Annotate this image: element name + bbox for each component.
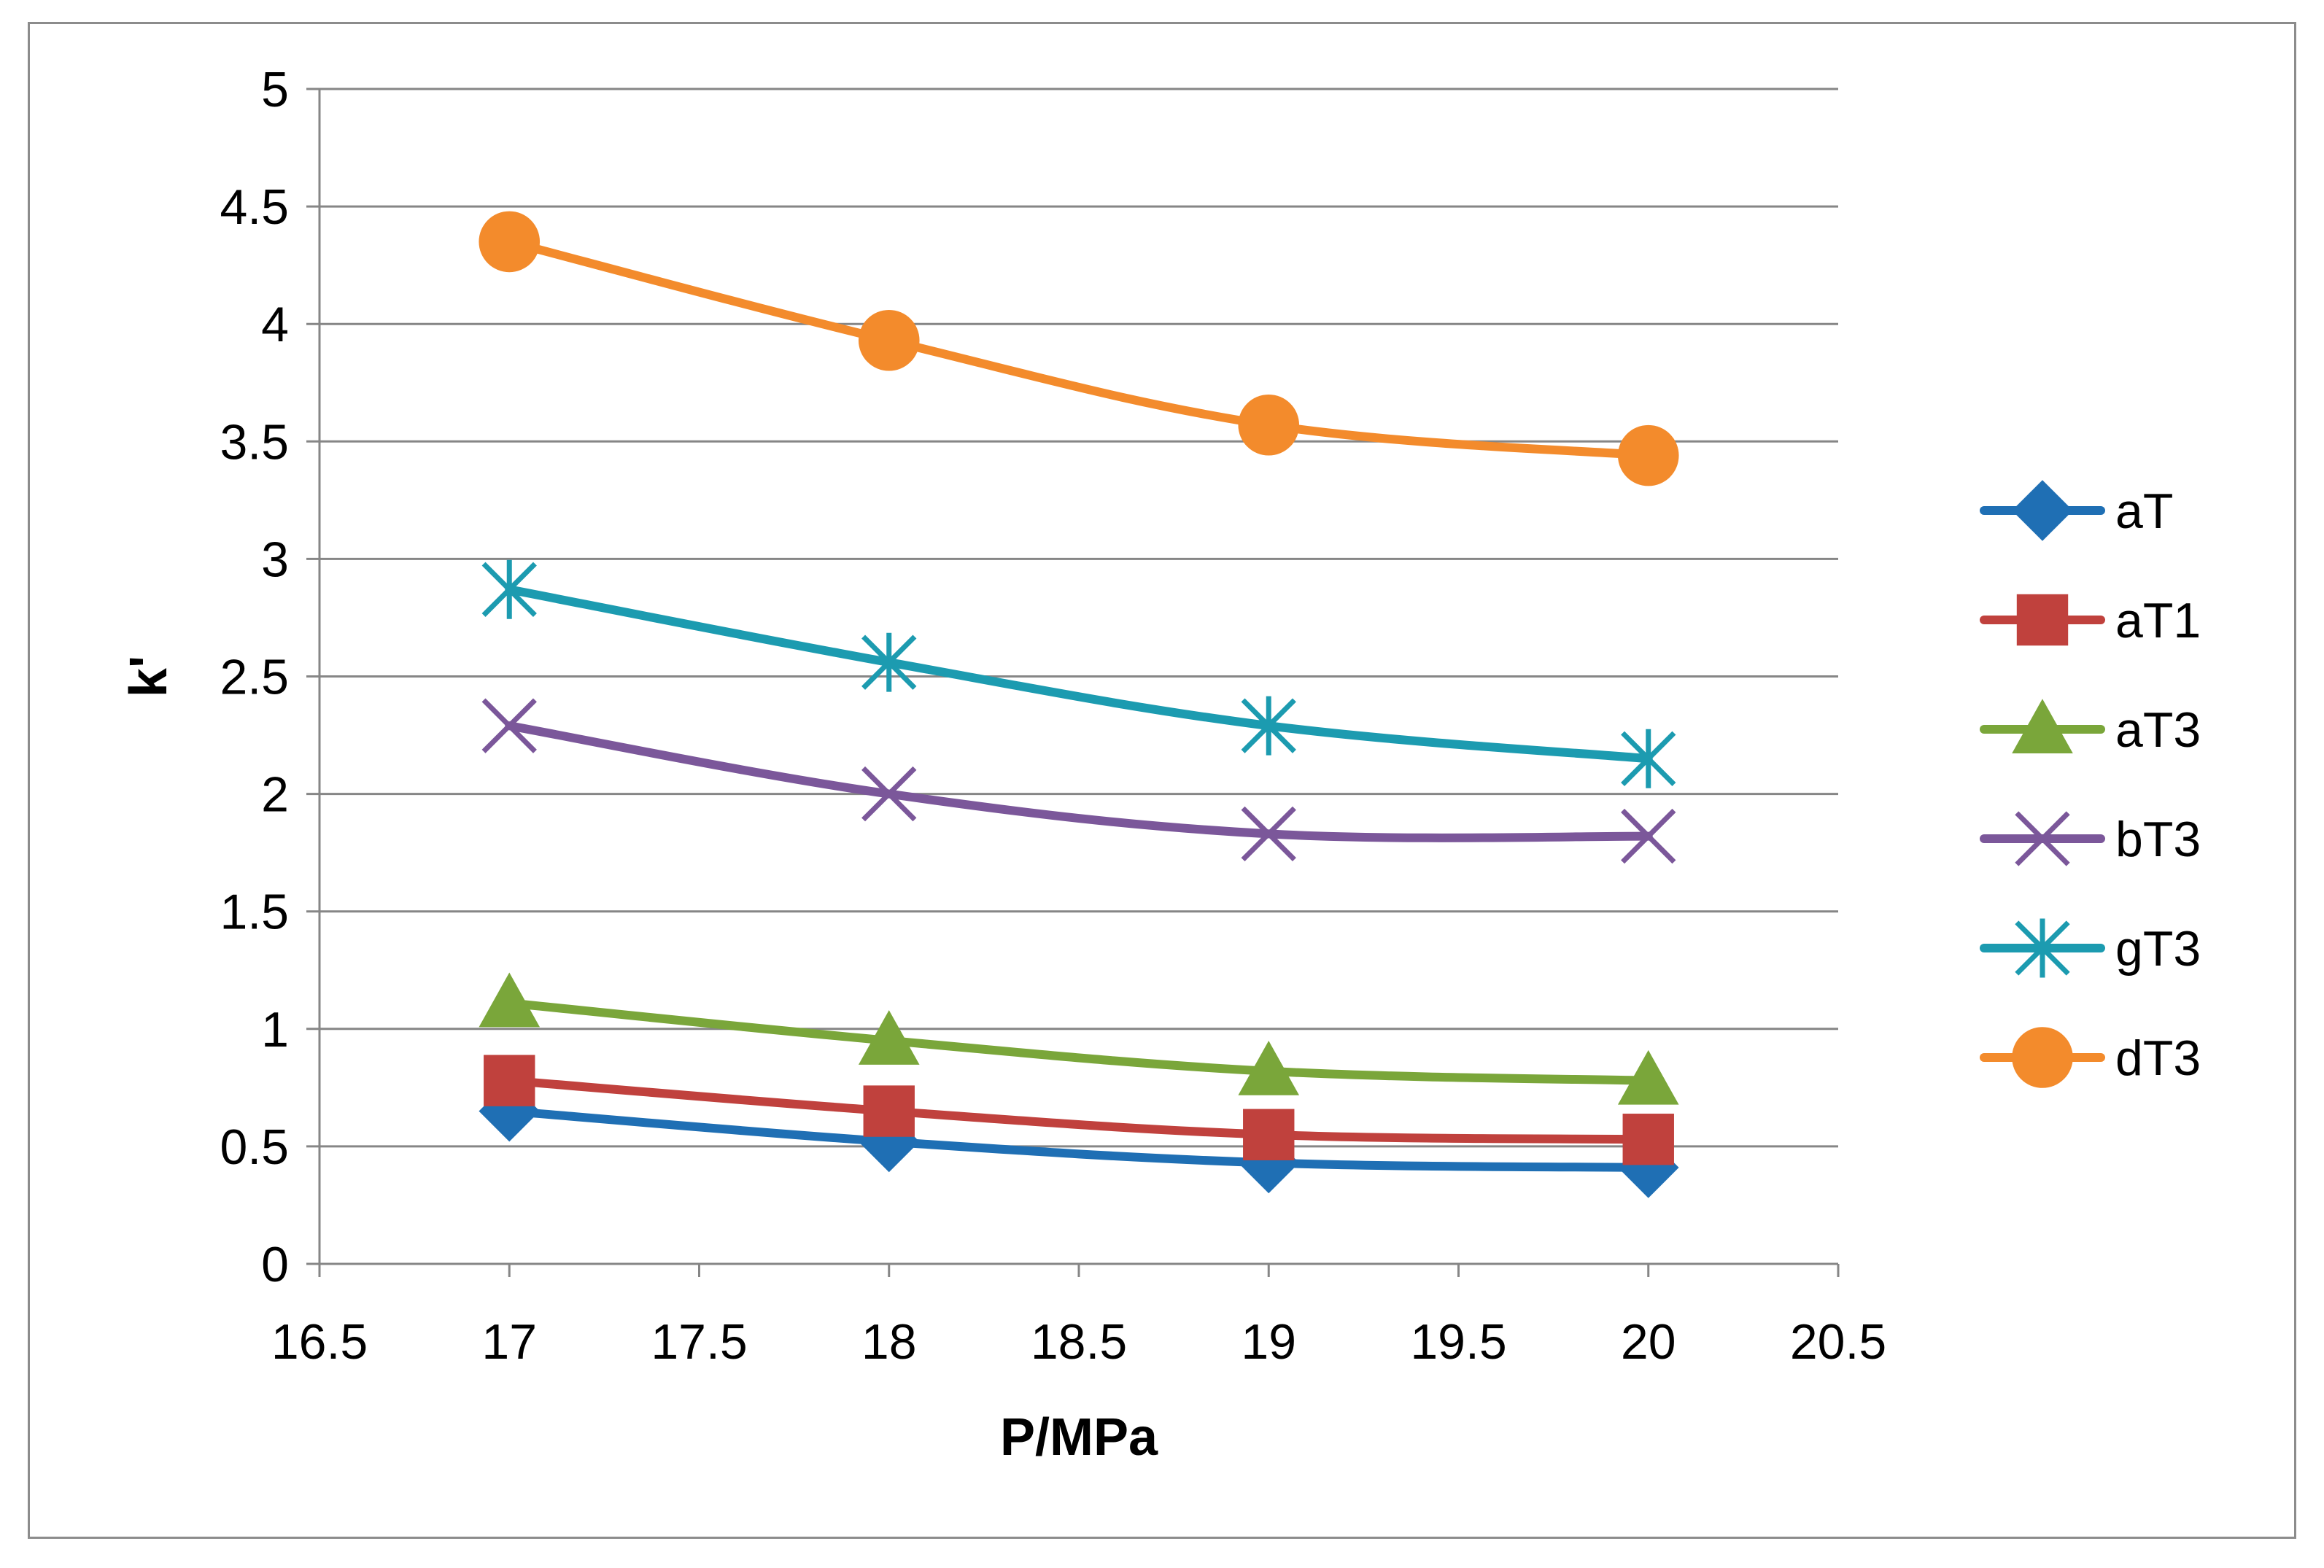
data-point-dt3 — [479, 211, 541, 273]
x-tick-label: 20 — [1621, 1314, 1676, 1370]
legend-marker-gt3 — [2015, 918, 2070, 978]
series-gt3 — [481, 559, 1676, 788]
y-tick-label: 3 — [261, 532, 289, 587]
data-point-bt3 — [1241, 806, 1296, 862]
legend-marker-at — [2012, 480, 2073, 541]
data-point-bt3 — [481, 698, 537, 753]
data-point-at1 — [484, 1055, 535, 1106]
legend-marker-bt3 — [2015, 811, 2070, 866]
series-dt3 — [479, 211, 1679, 486]
chart-frame — [28, 22, 2296, 1539]
data-point-gt3 — [1241, 696, 1296, 756]
data-point-at1 — [863, 1085, 915, 1137]
series-line-at3 — [505, 998, 1653, 1085]
y-tick-label: 5 — [261, 62, 289, 117]
gridlines — [319, 88, 1838, 1148]
data-point-gt3 — [1621, 729, 1676, 788]
x-tick-label: 19.5 — [1410, 1314, 1506, 1370]
x-tick-label: 17 — [481, 1314, 537, 1370]
series-line-at — [505, 1106, 1653, 1172]
legend-item-at3: aT3 — [1980, 699, 2201, 758]
legend: aT aT1 aT3 bT3 gT3 dT3 — [1980, 480, 2201, 1088]
y-tick-label: 2.5 — [220, 650, 289, 705]
y-tick-label: 0 — [261, 1237, 289, 1292]
data-point-dt3 — [858, 309, 920, 371]
legend-label-at3: aT3 — [2115, 702, 2201, 758]
x-axis-title: P/MPa — [1000, 1408, 1158, 1467]
series-layer — [479, 211, 1679, 1198]
y-axis-title: k' — [120, 656, 178, 697]
x-tick-label: 18 — [861, 1314, 917, 1370]
series-line-bt3 — [505, 721, 1653, 842]
data-point-at1 — [1622, 1114, 1674, 1165]
legend-label-bt3: bT3 — [2115, 812, 2201, 867]
x-tick-label: 19 — [1241, 1314, 1296, 1370]
data-point-bt3 — [861, 766, 917, 822]
data-point-at3 — [1617, 1049, 1679, 1105]
series-line-gt3 — [505, 585, 1653, 764]
legend-label-gt3: gT3 — [2115, 921, 2201, 977]
data-point-gt3 — [481, 559, 537, 619]
legend-label-dt3: dT3 — [2115, 1031, 2201, 1086]
legend-item-bt3: bT3 — [1980, 811, 2201, 867]
y-axis-ticks: 0 0.5 1 1.5 2 2.5 3 3.5 4 4.5 5 — [220, 62, 319, 1292]
legend-label-at1: aT1 — [2115, 593, 2201, 648]
data-point-bt3 — [1621, 808, 1676, 864]
data-point-at3 — [1238, 1040, 1300, 1095]
y-tick-label: 3.5 — [220, 414, 289, 470]
x-axis-ticks: 16.5 17 17.5 18 18.5 19 19.5 20 20.5 — [271, 1264, 1886, 1370]
legend-marker-at3 — [2012, 699, 2073, 753]
x-tick-label: 17.5 — [651, 1314, 747, 1370]
series-line-dt3 — [505, 237, 1653, 460]
series-bt3 — [481, 698, 1676, 864]
y-tick-label: 4 — [261, 297, 289, 352]
data-point-dt3 — [1617, 424, 1679, 486]
y-tick-label: 2 — [261, 767, 289, 823]
legend-item-dt3: dT3 — [1980, 1027, 2201, 1088]
y-tick-label: 0.5 — [220, 1119, 289, 1175]
data-point-dt3 — [1238, 394, 1300, 456]
legend-item-gt3: gT3 — [1980, 918, 2201, 978]
legend-item-at1: aT1 — [1980, 593, 2201, 648]
x-tick-label: 18.5 — [1031, 1314, 1127, 1370]
data-point-at1 — [1243, 1109, 1295, 1160]
series-at3 — [479, 972, 1679, 1105]
data-point-at3 — [479, 972, 541, 1028]
legend-marker-dt3 — [2012, 1027, 2073, 1088]
series-at1 — [484, 1055, 1674, 1165]
x-tick-label: 20.5 — [1790, 1314, 1886, 1370]
legend-item-at: aT — [1980, 480, 2173, 541]
y-tick-label: 1 — [261, 1002, 289, 1057]
x-tick-label: 16.5 — [271, 1314, 368, 1370]
legend-label-at: aT — [2115, 484, 2173, 539]
legend-marker-at1 — [2016, 594, 2069, 646]
y-tick-label: 4.5 — [220, 179, 289, 235]
series-line-at1 — [505, 1076, 1653, 1144]
data-point-at3 — [858, 1010, 920, 1065]
data-point-gt3 — [861, 632, 917, 692]
y-tick-label: 1.5 — [220, 885, 289, 940]
